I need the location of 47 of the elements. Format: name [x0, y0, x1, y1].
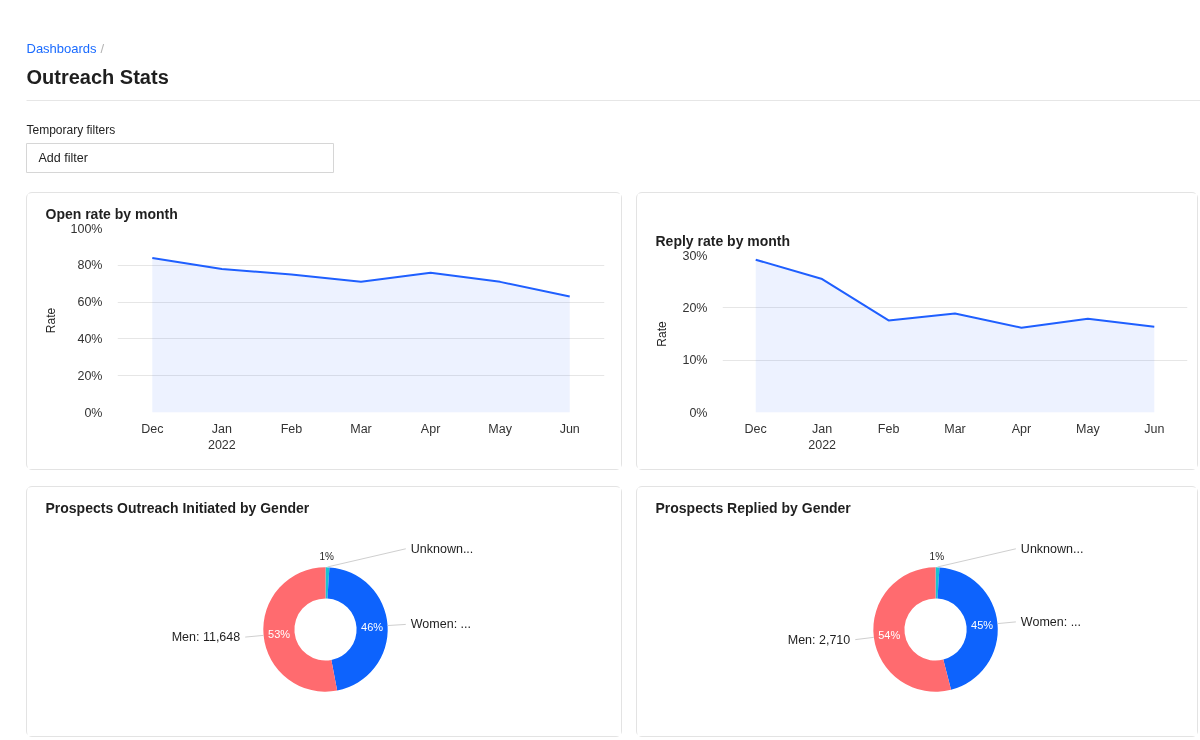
slice-label: Men: 11,648 — [171, 630, 241, 645]
x-tick-label: May — [488, 421, 513, 436]
data-label: 46% — [361, 620, 384, 633]
y-tick-label: 10% — [682, 353, 708, 368]
data-label: 53% — [268, 627, 291, 640]
y-tick-label: 0% — [84, 405, 103, 420]
y-tick-label: 100% — [70, 221, 103, 236]
text: / — [100, 41, 105, 56]
data-label: 1% — [319, 551, 335, 563]
x-tick-label: Dec — [744, 421, 767, 436]
slice-label: Men: 2,710 — [787, 632, 851, 647]
slice-label: Unknown... — [410, 541, 474, 556]
y-tick-label: 0% — [689, 405, 708, 420]
y-axis-title: Rate — [43, 307, 58, 334]
x-tick-label: Feb — [877, 421, 900, 436]
chart-title: Open rate by month — [45, 205, 178, 222]
x-tick-label: Feb — [280, 421, 303, 436]
y-tick-label: 20% — [77, 368, 103, 383]
text: Add filter — [38, 150, 88, 165]
y-tick-label: 30% — [682, 248, 708, 263]
slice-label: Unknown... — [1020, 541, 1084, 556]
y-tick-label: 60% — [77, 295, 103, 310]
chart-title: Prospects Outreach Initiated by Gender — [45, 499, 310, 516]
y-tick-label: 20% — [682, 300, 708, 315]
slice-label: Women: ... — [1020, 614, 1082, 629]
x-tick-label: Jun — [1144, 421, 1165, 436]
text: Outreach Stats — [26, 65, 169, 88]
x-tick-label: May — [1076, 421, 1101, 436]
text: Temporary filters — [26, 122, 116, 137]
chart-title: Prospects Replied by Gender — [655, 499, 852, 516]
x-tick-label: Apr — [420, 421, 441, 436]
x-tick-label: Jan 2022 — [808, 421, 837, 453]
x-tick-label: Mar — [944, 421, 966, 436]
text: Dashboards — [26, 41, 98, 56]
x-tick-label: Apr — [1011, 421, 1032, 436]
x-tick-label: Jan 2022 — [207, 421, 236, 453]
y-tick-label: 80% — [77, 258, 103, 273]
slice-label: Women: ... — [410, 617, 471, 632]
y-axis-title: Rate — [655, 321, 670, 347]
chart-title: Reply rate by month — [655, 232, 791, 249]
data-label: 45% — [971, 619, 994, 632]
x-tick-label: Dec — [141, 421, 164, 436]
x-tick-label: Jun — [559, 421, 580, 436]
data-label: 1% — [929, 551, 945, 563]
data-label: 54% — [878, 629, 901, 642]
y-tick-label: 40% — [77, 331, 103, 346]
x-tick-label: Mar — [350, 421, 372, 436]
